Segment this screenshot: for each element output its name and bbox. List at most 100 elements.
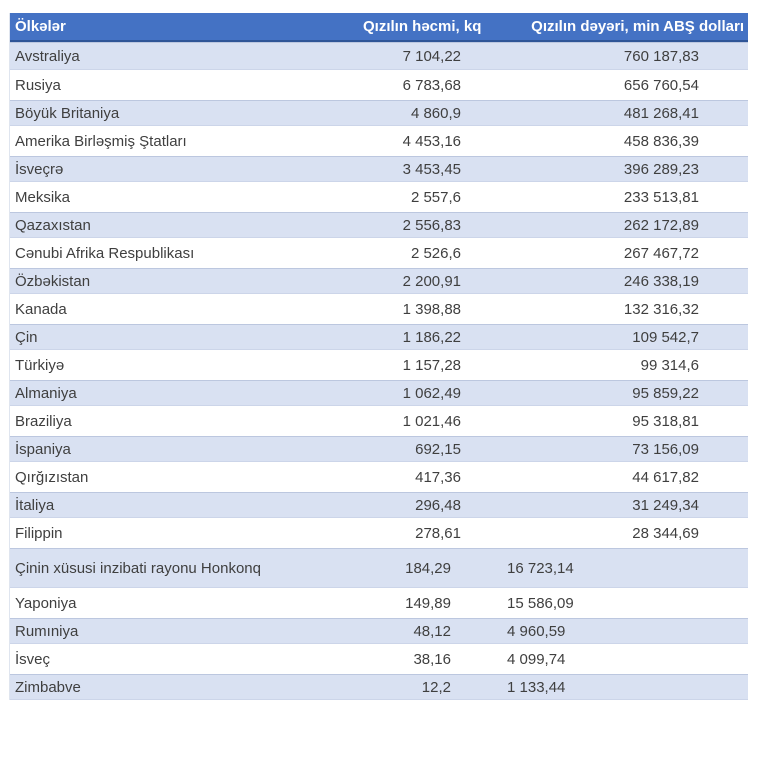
table-row: Rumıniya 48,12 4 960,59 [10,616,748,644]
table-row: Meksika 2 557,6 233 513,81 [10,182,748,210]
table-row: Braziliya 1 021,46 95 318,81 [10,406,748,434]
volume-cell: 692,15 [363,434,491,462]
table-row: Qırğızıstan 417,36 44 617,82 [10,462,748,490]
value-cell: 262 172,89 [491,210,748,238]
value-cell: 16 723,14 [491,546,748,588]
table-row: Cənubi Afrika Respublikası 2 526,6 267 467… [10,238,748,266]
country-cell: Çin [10,322,363,350]
table-row: Türkiyə 1 157,28 99 314,6 [10,350,748,378]
table-row: Almaniya 1 062,49 95 859,22 [10,378,748,406]
table-row: İspaniya 692,15 73 156,09 [10,434,748,462]
value-cell: 44 617,82 [491,462,748,490]
value-cell: 656 760,54 [491,70,748,98]
value-cell: 28 344,69 [491,518,748,546]
table-body: Avstraliya 7 104,22 760 187,83 Rusiya 6 783,… [10,42,748,700]
country-cell: Almaniya [10,378,363,406]
value-cell: 1 133,44 [491,672,748,700]
volume-cell: 1 186,22 [363,322,491,350]
country-cell: İspaniya [10,434,363,462]
gold-reserves-table: Ölkələr Qızılın həcmi, kq Qızılın dəyəri… [9,13,748,700]
country-cell: Amerika Birləşmiş Ştatları [10,126,363,154]
value-cell: 396 289,23 [491,154,748,182]
table-row: Qazaxıstan 2 556,83 262 172,89 [10,210,748,238]
country-cell: Böyük Britaniya [10,98,363,126]
volume-cell: 2 556,83 [363,210,491,238]
table-row: Amerika Birləşmiş Ştatları 4 453,16 458 83… [10,126,748,154]
country-cell: Qazaxıstan [10,210,363,238]
volume-cell: 1 398,88 [363,294,491,322]
table-row: Zimbabve 12,2 1 133,44 [10,672,748,700]
value-cell: 267 467,72 [491,238,748,266]
column-header-gold-value: Qızılın dəyəri, min ABŞ dolları [491,13,748,42]
volume-cell: 48,12 [363,616,491,644]
value-cell: 458 836,39 [491,126,748,154]
volume-cell: 7 104,22 [363,42,491,70]
header-row: Ölkələr Qızılın həcmi, kq Qızılın dəyəri… [10,13,748,42]
country-cell: Braziliya [10,406,363,434]
country-cell: Çinin xüsusi inzibati rayonu Honkonq [10,546,363,588]
volume-cell: 6 783,68 [363,70,491,98]
value-cell: 233 513,81 [491,182,748,210]
volume-cell: 417,36 [363,462,491,490]
table-row: Çinin xüsusi inzibati rayonu Honkonq 184,… [10,546,748,588]
volume-cell: 4 860,9 [363,98,491,126]
table-row: Çin 1 186,22 109 542,7 [10,322,748,350]
country-cell: Zimbabve [10,672,363,700]
country-cell: Qırğızıstan [10,462,363,490]
volume-cell: 2 200,91 [363,266,491,294]
value-cell: 99 314,6 [491,350,748,378]
value-cell: 95 318,81 [491,406,748,434]
value-cell: 15 586,09 [491,588,748,616]
country-cell: Cənubi Afrika Respublikası [10,238,363,266]
country-cell: Rumıniya [10,616,363,644]
table-row: İsveç 38,16 4 099,74 [10,644,748,672]
column-header-gold-volume: Qızılın həcmi, kq [363,13,491,42]
value-cell: 109 542,7 [491,322,748,350]
value-cell: 132 316,32 [491,294,748,322]
volume-cell: 4 453,16 [363,126,491,154]
country-cell: Rusiya [10,70,363,98]
volume-cell: 38,16 [363,644,491,672]
country-cell: İsveçrə [10,154,363,182]
table-row: Yaponiya 149,89 15 586,09 [10,588,748,616]
gold-reserves-table-container: Ölkələr Qızılın həcmi, kq Qızılın dəyəri… [9,13,748,700]
value-cell: 481 268,41 [491,98,748,126]
value-cell: 4 960,59 [491,616,748,644]
volume-cell: 184,29 [363,546,491,588]
value-cell: 246 338,19 [491,266,748,294]
table-header: Ölkələr Qızılın həcmi, kq Qızılın dəyəri… [10,13,748,42]
volume-cell: 2 526,6 [363,238,491,266]
table-row: Avstraliya 7 104,22 760 187,83 [10,42,748,70]
volume-cell: 296,48 [363,490,491,518]
table-row: Filippin 278,61 28 344,69 [10,518,748,546]
column-header-countries: Ölkələr [10,13,363,42]
volume-cell: 3 453,45 [363,154,491,182]
value-cell: 73 156,09 [491,434,748,462]
country-cell: Türkiyə [10,350,363,378]
country-cell: Yaponiya [10,588,363,616]
table-row: Özbəkistan 2 200,91 246 338,19 [10,266,748,294]
table-row: Kanada 1 398,88 132 316,32 [10,294,748,322]
volume-cell: 12,2 [363,672,491,700]
value-cell: 4 099,74 [491,644,748,672]
volume-cell: 1 157,28 [363,350,491,378]
volume-cell: 2 557,6 [363,182,491,210]
volume-cell: 1 021,46 [363,406,491,434]
country-cell: İsveç [10,644,363,672]
volume-cell: 278,61 [363,518,491,546]
table-row: Rusiya 6 783,68 656 760,54 [10,70,748,98]
country-cell: Kanada [10,294,363,322]
country-cell: Avstraliya [10,42,363,70]
volume-cell: 1 062,49 [363,378,491,406]
table-row: İsveçrə 3 453,45 396 289,23 [10,154,748,182]
volume-cell: 149,89 [363,588,491,616]
country-cell: Meksika [10,182,363,210]
value-cell: 760 187,83 [491,42,748,70]
country-cell: Özbəkistan [10,266,363,294]
table-row: Böyük Britaniya 4 860,9 481 268,41 [10,98,748,126]
country-cell: İtaliya [10,490,363,518]
table-row: İtaliya 296,48 31 249,34 [10,490,748,518]
value-cell: 31 249,34 [491,490,748,518]
value-cell: 95 859,22 [491,378,748,406]
